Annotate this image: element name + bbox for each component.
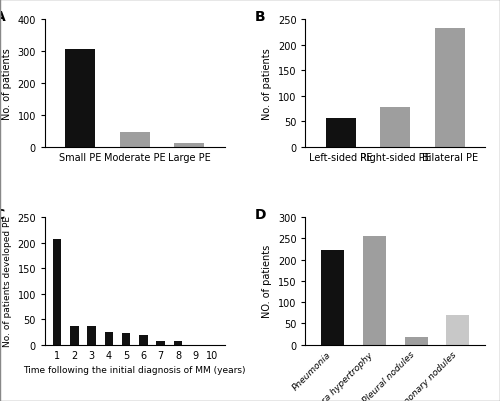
Y-axis label: No. of patients: No. of patients bbox=[262, 48, 272, 119]
Bar bbox=[404, 337, 427, 345]
Bar bbox=[70, 326, 78, 345]
Bar bbox=[88, 326, 96, 345]
Y-axis label: No. of patients: No. of patients bbox=[2, 48, 12, 119]
Y-axis label: NO. of patients: NO. of patients bbox=[262, 245, 272, 318]
Bar bbox=[120, 132, 150, 148]
Bar bbox=[156, 341, 165, 345]
Bar bbox=[104, 332, 113, 345]
Bar bbox=[139, 335, 147, 345]
Bar bbox=[326, 118, 356, 148]
Bar bbox=[174, 341, 182, 345]
Text: C: C bbox=[0, 207, 5, 221]
Bar bbox=[446, 315, 469, 345]
Bar bbox=[321, 251, 344, 345]
Bar bbox=[53, 239, 62, 345]
Bar bbox=[434, 29, 464, 148]
Bar bbox=[66, 50, 96, 148]
Y-axis label: No. of patients developed PE: No. of patients developed PE bbox=[3, 216, 12, 346]
Text: B: B bbox=[255, 10, 266, 24]
Bar bbox=[363, 237, 386, 345]
Bar bbox=[380, 108, 410, 148]
Text: D: D bbox=[255, 207, 266, 221]
X-axis label: Time following the initial diagnosis of MM (years): Time following the initial diagnosis of … bbox=[24, 365, 246, 374]
Bar bbox=[174, 143, 204, 148]
Bar bbox=[122, 334, 130, 345]
Text: A: A bbox=[0, 10, 6, 24]
